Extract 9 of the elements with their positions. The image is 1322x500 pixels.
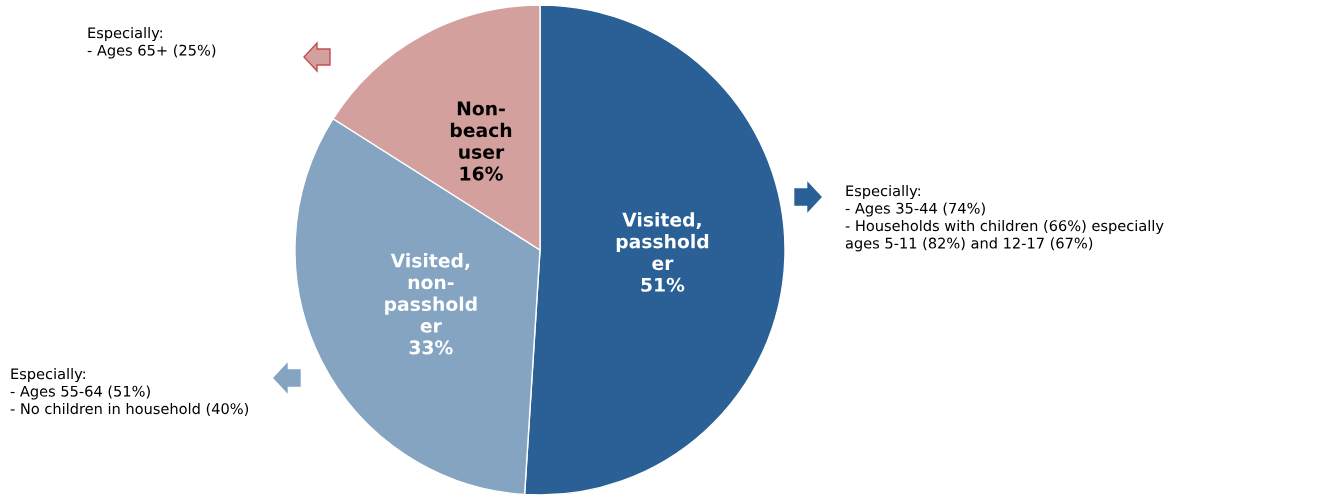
data-label: 51% (641, 277, 685, 292)
text: Especially: - Ages 35-44 (74%) - Households with children (66%) especially ages 5-11 (82%) and 12-17 (67%) (845, 185, 1164, 252)
slice-label: Visited, passhold er (616, 212, 709, 271)
slice-label: Visited, non- passhold er (385, 253, 477, 333)
text: Especially: - Ages 55-64 (51%) - No children in household (40%) (10, 368, 249, 416)
slice-label: Non- beach user (450, 101, 512, 159)
data-label: 16% (460, 166, 503, 181)
data-label: 33% (409, 340, 453, 355)
text: Especially: - Ages 65+ (25%) (87, 27, 216, 59)
